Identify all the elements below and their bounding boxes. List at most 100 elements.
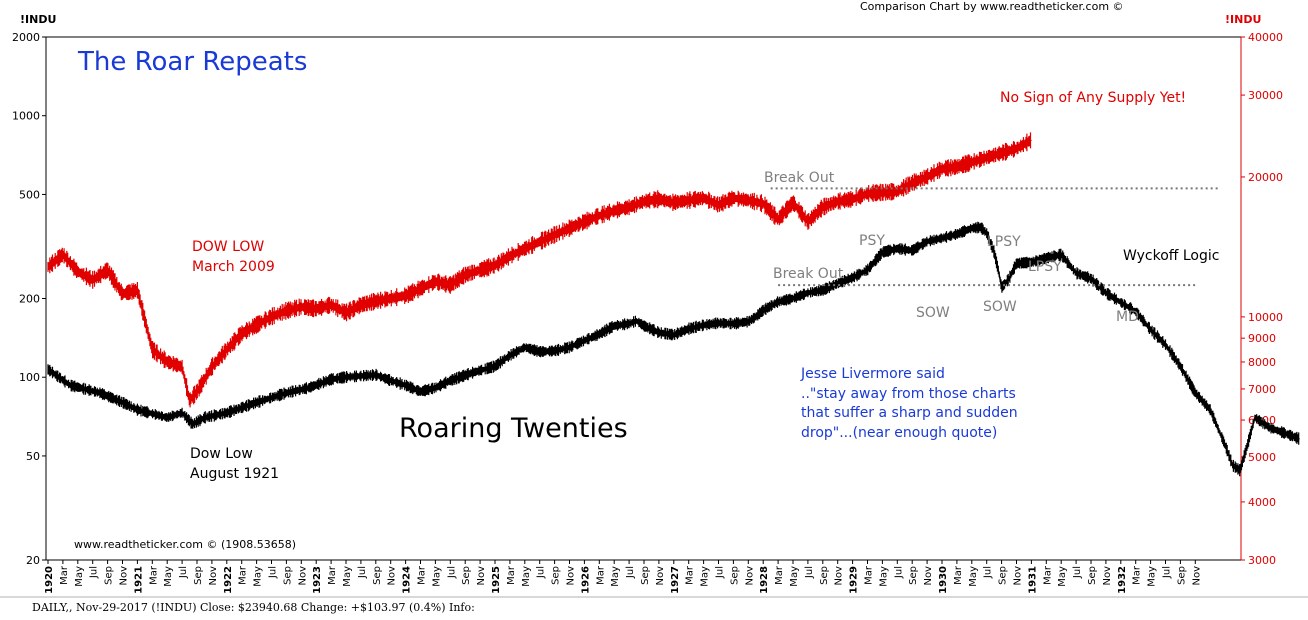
lpsy-label-1: LPSY — [987, 234, 1021, 250]
series-2009 — [47, 132, 1032, 408]
x-tick-label: 1932 — [1117, 566, 1128, 594]
x-tick-label: May — [74, 566, 85, 587]
series-line — [47, 226, 1300, 472]
x-tick-label: Mar — [59, 565, 70, 585]
sow-label-1: SOW — [916, 305, 950, 321]
right-tick-label: 5000 — [1248, 451, 1276, 464]
x-tick-label: Sep — [1087, 566, 1098, 585]
right-tick-label: 40000 — [1248, 31, 1283, 44]
x-tick-label: 1921 — [133, 566, 144, 594]
x-tick-label: 1927 — [670, 566, 681, 594]
left-tick-label: 2000 — [12, 31, 40, 44]
right-axis-symbol: !INDU — [1225, 13, 1261, 26]
x-tick-label: Jul — [89, 566, 100, 579]
right-tick-label: 8000 — [1248, 356, 1276, 369]
supply-note: No Sign of Any Supply Yet! — [1000, 90, 1186, 106]
footer-status: DAILY,, Nov-29-2017 (!INDU) Close: $2394… — [32, 601, 475, 614]
breakout-red-label: Break Out — [764, 170, 835, 186]
x-tick-label: Sep — [372, 566, 383, 585]
breakout-black-label: Break Out — [773, 266, 844, 282]
x-tick-label: Nov — [208, 566, 219, 586]
x-tick-label: May — [163, 566, 174, 587]
x-tick-label: Sep — [819, 566, 830, 585]
x-tick-label: 1926 — [580, 566, 591, 594]
x-tick-label: Mar — [238, 565, 249, 585]
psy-label: PSY — [859, 233, 885, 249]
x-tick-label: Nov — [655, 566, 666, 586]
x-tick-label: Jul — [268, 566, 279, 579]
x-tick-label: May — [431, 566, 442, 587]
x-tick-label: Nov — [1102, 566, 1113, 586]
right-tick-label: 20000 — [1248, 171, 1283, 184]
right-tick-label: 30000 — [1248, 89, 1283, 102]
left-tick-label: 50 — [26, 450, 40, 463]
right-tick-label: 10000 — [1248, 311, 1283, 324]
x-tick-label: Nov — [476, 566, 487, 586]
dow-low-1921-line2: August 1921 — [190, 466, 279, 482]
x-tick-label: Mar — [417, 565, 428, 585]
watermark: www.readtheticker.com © (1908.53658) — [74, 538, 296, 551]
x-tick-label: 1920 — [44, 566, 55, 594]
series-1920s — [47, 221, 1300, 477]
x-tick-label: Jul — [625, 566, 636, 579]
x-tick-label: Sep — [640, 566, 651, 585]
x-tick-label: May — [700, 566, 711, 587]
wyckoff-logic: Wyckoff Logic — [1123, 248, 1219, 264]
x-tick-label: Nov — [297, 566, 308, 586]
left-tick-label: 1000 — [12, 110, 40, 123]
x-tick-label: Mar — [148, 565, 159, 585]
x-tick-label: May — [789, 566, 800, 587]
x-tick-label: May — [968, 566, 979, 587]
x-tick-label: Jul — [804, 566, 815, 579]
x-tick-label: 1930 — [938, 566, 949, 594]
left-tick-label: 500 — [19, 188, 40, 201]
x-tick-label: Mar — [774, 565, 785, 585]
x-tick-label: May — [253, 566, 264, 587]
livermore-line4: drop"...(near enough quote) — [801, 425, 997, 441]
x-tick-label: Sep — [282, 566, 293, 585]
x-tick-label: 1924 — [402, 566, 413, 594]
chart-title: The Roar Repeats — [77, 47, 307, 77]
x-tick-label: 1931 — [1027, 566, 1038, 594]
x-tick-label: 1925 — [491, 566, 502, 594]
lpsy-label-2: LPSY — [1028, 259, 1062, 275]
x-tick-label: Sep — [104, 566, 115, 585]
x-tick-label: Mar — [327, 565, 338, 585]
x-tick-label: Mar — [506, 565, 517, 585]
x-tick-label: Mar — [1042, 565, 1053, 585]
left-axis-symbol: !INDU — [20, 13, 56, 26]
x-tick-label: Jul — [983, 566, 994, 579]
x-tick-label: Sep — [551, 566, 562, 585]
x-tick-label: Mar — [595, 565, 606, 585]
x-tick-label: Sep — [998, 566, 1009, 585]
x-tick-label: Jul — [1162, 566, 1173, 579]
x-tick-label: Mar — [953, 565, 964, 585]
dow-low-1921-line1: Dow Low — [190, 446, 253, 462]
x-tick-label: Nov — [1013, 566, 1024, 586]
left-tick-label: 100 — [19, 371, 40, 384]
x-tick-label: 1922 — [223, 566, 234, 594]
x-tick-label: Sep — [1176, 566, 1187, 585]
x-tick-label: May — [1147, 566, 1158, 587]
md-label: MD — [1116, 309, 1139, 325]
x-tick-label: Nov — [1191, 566, 1202, 586]
left-tick-label: 20 — [26, 554, 40, 567]
right-tick-label: 9000 — [1248, 332, 1276, 345]
dow-low-2009-line1: DOW LOW — [192, 239, 264, 255]
x-tick-label: Sep — [461, 566, 472, 585]
x-tick-label: 1923 — [312, 566, 323, 594]
x-tick-label: Sep — [193, 566, 204, 585]
x-tick-label: Mar — [685, 565, 696, 585]
x-tick-label: 1929 — [849, 566, 860, 594]
sow-label-2: SOW — [983, 299, 1017, 315]
x-tick-label: Nov — [119, 566, 130, 586]
livermore-line1: Jesse Livermore said — [800, 366, 945, 382]
x-tick-label: Nov — [744, 566, 755, 586]
livermore-line3: that suffer a sharp and sudden — [801, 405, 1018, 421]
x-tick-label: Sep — [729, 566, 740, 585]
right-tick-label: 7000 — [1248, 383, 1276, 396]
x-tick-label: May — [1057, 566, 1068, 587]
x-tick-label: Jul — [446, 566, 457, 579]
x-tick-label: Nov — [566, 566, 577, 586]
